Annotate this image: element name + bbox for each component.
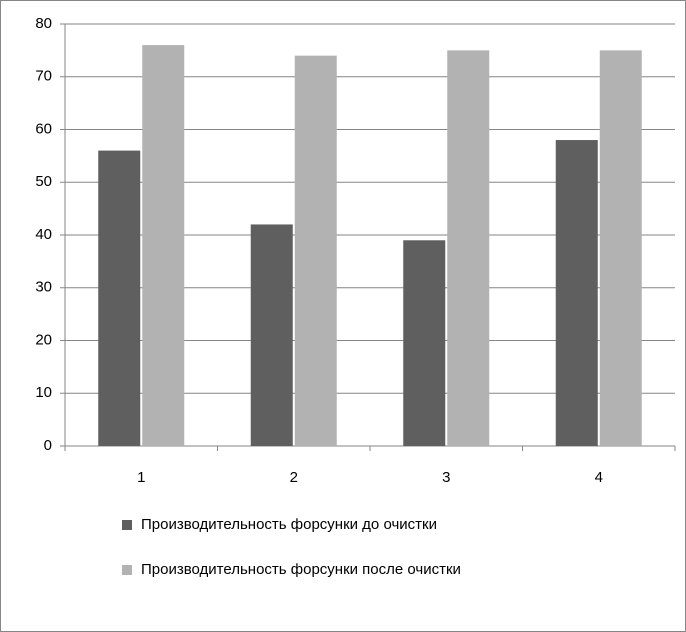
bar xyxy=(599,50,642,446)
y-tick-label: 0 xyxy=(44,437,52,454)
legend-label: Производительность форсунки после очистк… xyxy=(141,561,461,578)
y-tick-label: 40 xyxy=(35,226,52,243)
bar xyxy=(294,55,337,447)
bar xyxy=(403,240,446,446)
y-tick-label: 10 xyxy=(35,384,52,401)
y-tick-label: 50 xyxy=(35,173,52,190)
legend-swatch xyxy=(122,520,132,530)
bar xyxy=(447,50,490,446)
y-tick-label: 70 xyxy=(35,68,52,85)
y-tick-label: 20 xyxy=(35,331,52,348)
bar xyxy=(250,224,293,446)
x-tick-label: 2 xyxy=(290,469,298,486)
y-tick-label: 80 xyxy=(35,15,52,32)
x-tick-label: 3 xyxy=(442,469,450,486)
x-tick-label: 4 xyxy=(595,469,603,486)
bar xyxy=(555,140,598,447)
bar xyxy=(98,150,141,446)
y-tick-label: 30 xyxy=(35,279,52,296)
bar xyxy=(142,45,185,446)
legend-label: Производительность форсунки до очистки xyxy=(141,516,437,533)
legend-swatch xyxy=(122,565,132,575)
y-tick-label: 60 xyxy=(35,120,52,137)
x-tick-label: 1 xyxy=(137,469,145,486)
